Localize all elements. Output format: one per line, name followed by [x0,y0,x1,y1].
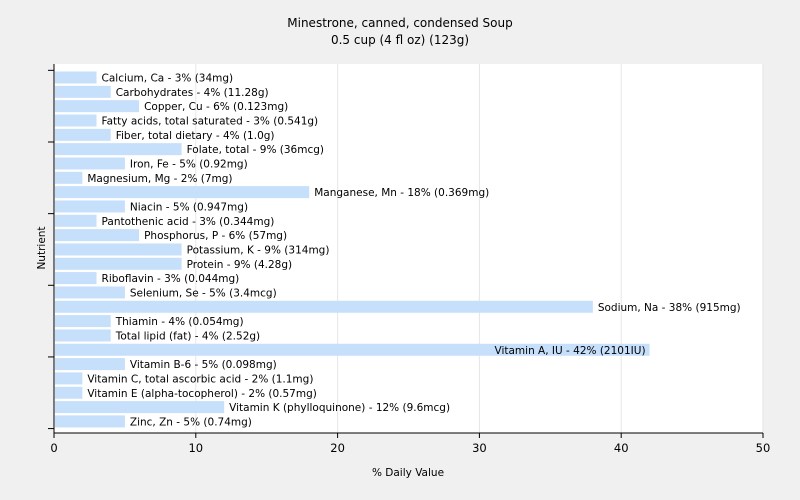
bar [55,85,111,98]
bar [55,157,125,170]
bar-label: Sodium, Na - 38% (915mg) [598,302,741,314]
bar [55,343,650,356]
x-tick-label: 0 [50,441,57,455]
bar [55,386,83,399]
bar-label: Iron, Fe - 5% (0.92mg) [130,158,248,170]
bar [55,300,593,313]
bar [55,100,140,113]
bar [55,257,182,270]
bar [55,358,125,371]
bar-label: Thiamin - 4% (0.054mg) [115,316,244,328]
bar-label: Manganese, Mn - 18% (0.369mg) [314,187,489,199]
bar [55,243,182,256]
bar [55,401,225,414]
x-axis-ticks: 0 10 20 30 40 50 [50,433,770,455]
bar-label: Fatty acids, total saturated - 3% (0.541… [102,115,319,127]
bar-label: Phosphorus, P - 6% (57mg) [144,230,287,242]
x-tick-label: 50 [756,441,771,455]
chart-title: Minestrone, canned, condensed Soup [287,16,512,30]
bar-label: Riboflavin - 3% (0.044mg) [102,273,240,285]
bar-label: Fiber, total dietary - 4% (1.0g) [116,130,275,142]
x-axis-label: % Daily Value [372,467,444,479]
bar [55,114,97,127]
bar-label: Vitamin C, total ascorbic acid - 2% (1.1… [87,373,313,385]
bar-label: Copper, Cu - 6% (0.123mg) [144,101,288,113]
bar [55,272,97,285]
bar-label: Vitamin K (phylloquinone) - 12% (9.6mcg) [229,402,450,414]
y-axis-ticks [48,69,54,430]
bar [55,128,111,141]
bar [55,171,83,184]
bar-label: Protein - 9% (4.28g) [187,259,293,271]
x-tick-label: 10 [188,441,203,455]
bar-label: Total lipid (fat) - 4% (2.52g) [115,330,260,342]
y-axis-label: Nutrient [36,226,48,269]
bar-label: Vitamin B-6 - 5% (0.098mg) [130,359,277,371]
axes [53,64,763,434]
bar [55,200,125,213]
x-tick-label: 40 [614,441,629,455]
bar [55,143,182,156]
bar-label: Carbohydrates - 4% (11.28g) [116,87,269,99]
bar [55,286,125,299]
bar-label: Potassium, K - 9% (314mg) [187,244,330,256]
bar-label: Vitamin E (alpha-tocopherol) - 2% (0.57m… [87,388,316,400]
bar [55,315,111,328]
bar-label: Folate, total - 9% (36mcg) [187,144,324,156]
bar-label: Niacin - 5% (0.947mg) [130,201,248,213]
grid-lines [195,64,764,433]
bar-labels: Calcium, Ca - 3% (34mg) Carbohydrates - 4… [87,73,740,429]
bar-label: Pantothenic acid - 3% (0.344mg) [102,216,275,228]
chart-subtitle: 0.5 cup (4 fl oz) (123g) [331,33,469,47]
x-tick-label: 30 [472,441,487,455]
bar [55,229,140,242]
bar-label: Vitamin A, IU - 42% (2101IU) [495,345,646,357]
x-tick-label: 20 [330,441,345,455]
bar [55,186,310,199]
bar [55,214,97,227]
bar [55,415,125,428]
bar-label: Selenium, Se - 5% (3.4mcg) [130,287,277,299]
bar [55,329,111,342]
bar [55,71,97,84]
bar-label: Zinc, Zn - 5% (0.74mg) [130,416,252,428]
bars [55,71,650,428]
bar [55,372,83,385]
bar-label: Calcium, Ca - 3% (34mg) [102,73,234,85]
bar-label: Magnesium, Mg - 2% (7mg) [87,173,232,185]
